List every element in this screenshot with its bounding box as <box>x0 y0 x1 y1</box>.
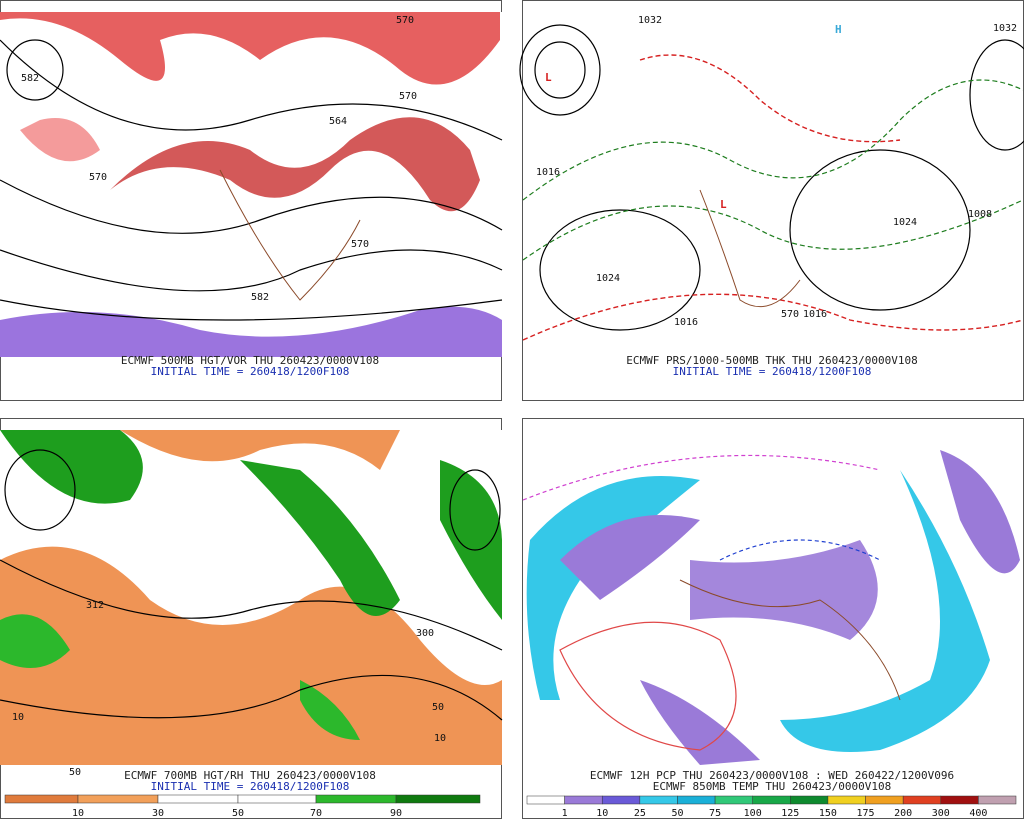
colorbar-swatch <box>902 795 942 805</box>
contour-label: 1032 <box>993 23 1017 34</box>
colorbar-label: 90 <box>390 808 402 819</box>
contour-label: 1032 <box>638 15 662 26</box>
contour-label: 570 <box>399 91 417 102</box>
contour-label: 564 <box>329 116 347 127</box>
panel-caption: ECMWF PRS/1000-500MB THK THU 260423/0000… <box>626 354 917 367</box>
colorbar-swatch <box>526 795 565 805</box>
low-marker: L <box>720 198 727 211</box>
colorbar-swatch <box>827 795 866 805</box>
colorbar-label: 70 <box>310 808 322 819</box>
map-500mb <box>0 12 503 357</box>
contour-label: 1024 <box>893 217 917 228</box>
contour-label: 50 <box>432 702 444 713</box>
colorbar-swatch <box>4 794 79 804</box>
colorbar-swatch <box>237 794 317 804</box>
map-precip <box>522 430 1023 765</box>
initial-time: INITIAL TIME = 260418/1200F108 <box>151 365 350 378</box>
colorbar-label: 25 <box>634 808 646 819</box>
colorbar-precip: 1 10 25 50 75 100 125 150 175 200 300 400 <box>526 795 1017 819</box>
panel-subcaption: ECMWF 850MB TEMP THU 260423/0000V108 <box>653 780 891 793</box>
colorbar-label: 300 <box>932 808 950 819</box>
contour-label: 1008 <box>968 209 992 220</box>
colorbar-swatch <box>315 794 397 804</box>
colorbar-label: 50 <box>232 808 244 819</box>
colorbar-label: 30 <box>152 808 164 819</box>
contour-label: 570 <box>89 172 107 183</box>
colorbar-swatch <box>714 795 753 805</box>
colorbar-label: 175 <box>857 808 875 819</box>
colorbar-label: 100 <box>744 808 762 819</box>
colorbar-label: 1 <box>562 808 568 819</box>
colorbar-label: 125 <box>781 808 799 819</box>
colorbar-swatch <box>940 795 979 805</box>
low-marker: L <box>545 71 552 84</box>
contour-label: 1016 <box>803 309 827 320</box>
colorbar-label: 150 <box>819 808 837 819</box>
colorbar-label: 10 <box>72 808 84 819</box>
colorbar-label: 75 <box>709 808 721 819</box>
colorbar-swatch <box>157 794 239 804</box>
colorbar-swatch <box>395 794 481 804</box>
contour-label: 10 <box>434 733 446 744</box>
colorbar-swatch <box>639 795 678 805</box>
map-pressure: L L H <box>519 12 1024 357</box>
panel-caption: ECMWF 500MB HGT/VOR THU 260423/0000V108 <box>121 354 379 367</box>
contour-label: 300 <box>416 628 434 639</box>
colorbar-swatch <box>865 795 904 805</box>
colorbar-label: 200 <box>894 808 912 819</box>
contour-label: 570 <box>781 309 799 320</box>
panel-caption: ECMWF 700MB HGT/RH THU 260423/0000V108 <box>124 769 376 782</box>
colorbar-swatch <box>677 795 716 805</box>
initial-time: INITIAL TIME = 260418/1200F108 <box>151 780 350 793</box>
contour-label: 1016 <box>674 317 698 328</box>
contour-label: 1024 <box>596 273 620 284</box>
colorbar-rh: 10 30 50 70 90 <box>4 794 481 819</box>
contour-label: 10 <box>12 712 24 723</box>
colorbar-label: 50 <box>671 808 683 819</box>
colorbar-swatch <box>752 795 791 805</box>
contour-label: 50 <box>69 767 81 778</box>
colorbar-swatch <box>601 795 641 805</box>
high-marker: H <box>835 23 842 36</box>
colorbar-label: 400 <box>969 808 987 819</box>
colorbar-swatch <box>564 795 603 805</box>
colorbar-swatch <box>790 795 829 805</box>
contour-label: 312 <box>86 600 104 611</box>
contour-label: 570 <box>351 239 369 250</box>
contour-label: 582 <box>21 73 39 84</box>
colorbar-swatch <box>77 794 159 804</box>
contour-label: 1016 <box>536 167 560 178</box>
contour-label: 582 <box>251 292 269 303</box>
map-700mb <box>0 430 503 765</box>
contour-label: 570 <box>396 15 414 26</box>
colorbar-swatch <box>978 795 1017 805</box>
colorbar-label: 10 <box>596 808 608 819</box>
panel-caption: ECMWF 12H PCP THU 260423/0000V108 : WED … <box>590 769 954 782</box>
initial-time: INITIAL TIME = 260418/1200F108 <box>673 365 872 378</box>
